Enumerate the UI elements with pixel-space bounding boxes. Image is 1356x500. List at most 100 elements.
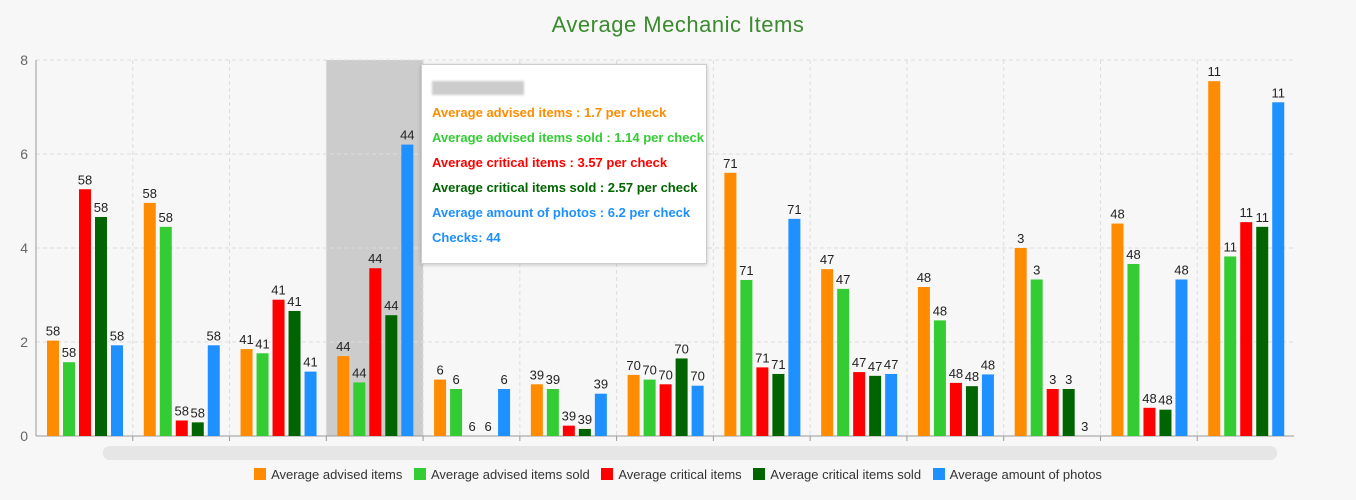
bar — [659, 384, 672, 436]
bar — [1127, 263, 1140, 436]
x-tick-label-redacted — [296, 446, 407, 460]
y-tick-label: 0 — [20, 428, 28, 444]
bar — [159, 226, 172, 436]
data-label: 6 — [436, 363, 443, 378]
data-label: 3 — [1033, 262, 1040, 277]
bar — [853, 372, 866, 436]
bar — [594, 393, 607, 436]
bar — [1111, 223, 1124, 436]
data-label: 58 — [46, 324, 60, 339]
bar — [837, 288, 850, 436]
legend-item[interactable]: Average critical items — [601, 467, 742, 482]
data-label: 58 — [207, 328, 221, 343]
bar — [434, 379, 447, 436]
tooltip-line: Average amount of photos : 6.2 per check — [432, 205, 691, 220]
y-tick-label: 6 — [20, 146, 28, 162]
data-label: 58 — [143, 186, 157, 201]
data-label: 6 — [484, 419, 491, 434]
x-tick-label-redacted — [1167, 446, 1278, 460]
data-label: 11 — [1239, 205, 1253, 220]
tooltip-checks: Checks: 44 — [432, 230, 501, 245]
data-label: 3 — [1081, 419, 1088, 434]
data-label: 70 — [674, 341, 688, 356]
bar — [1062, 389, 1075, 436]
bar — [63, 362, 75, 436]
data-label: 48 — [1158, 393, 1172, 408]
data-label: 47 — [836, 272, 850, 287]
data-label: 11 — [1255, 210, 1269, 225]
tooltip-line: Average advised items sold : 1.14 per ch… — [432, 130, 704, 145]
data-label: 47 — [852, 355, 866, 370]
legend-label: Average amount of photos — [949, 467, 1102, 482]
data-label: 11 — [1207, 64, 1221, 79]
bar — [1224, 256, 1237, 436]
y-tick-label: 8 — [20, 52, 28, 68]
bar — [143, 202, 156, 436]
data-label: 3 — [1017, 231, 1024, 246]
tooltip: Average advised items : 1.7 per check Av… — [421, 64, 707, 264]
data-label: 44 — [384, 298, 398, 313]
legend-item[interactable]: Average critical items sold — [753, 467, 921, 482]
bar — [724, 172, 737, 437]
data-label: 47 — [884, 357, 898, 372]
data-label: 58 — [191, 405, 205, 420]
bar — [353, 382, 366, 436]
bar — [385, 315, 398, 436]
x-tick-label-redacted — [683, 446, 794, 460]
bar — [917, 287, 930, 436]
bar — [401, 144, 414, 436]
bar — [1272, 102, 1285, 437]
bar — [965, 386, 978, 436]
bar — [498, 389, 511, 436]
data-label: 48 — [933, 303, 947, 318]
bar — [1256, 226, 1269, 436]
bar — [369, 268, 382, 436]
data-label: 58 — [62, 345, 76, 360]
bar — [627, 374, 640, 436]
bar — [530, 384, 543, 436]
data-label: 70 — [690, 369, 704, 384]
y-tick-label: 2 — [20, 334, 28, 350]
bar — [95, 216, 107, 436]
data-label: 41 — [239, 332, 253, 347]
legend-item[interactable]: Average amount of photos — [932, 467, 1102, 482]
bar — [1030, 279, 1043, 436]
x-tick-label-redacted — [1070, 446, 1181, 460]
bar — [1046, 389, 1059, 436]
bar — [304, 371, 317, 436]
bar — [643, 379, 656, 436]
data-label: 71 — [771, 357, 785, 372]
bar — [788, 218, 801, 436]
data-label: 39 — [594, 377, 608, 392]
legend-label: Average critical items sold — [770, 467, 922, 482]
x-tick-label-redacted — [973, 446, 1084, 460]
bar — [1208, 81, 1221, 437]
data-label: 71 — [723, 156, 737, 171]
bar — [337, 356, 350, 436]
data-label: 39 — [546, 372, 560, 387]
legend-swatch — [753, 468, 766, 480]
bar — [47, 340, 59, 436]
data-label: 58 — [110, 328, 124, 343]
bar — [111, 345, 123, 436]
bar — [240, 349, 253, 436]
legend-swatch — [932, 468, 945, 480]
tooltip-line: Average critical items sold : 2.57 per c… — [432, 180, 698, 195]
data-label: 48 — [981, 357, 995, 372]
data-label: 48 — [965, 369, 979, 384]
data-label: 47 — [868, 359, 882, 374]
data-label: 41 — [287, 294, 301, 309]
data-label: 48 — [1126, 247, 1140, 262]
data-label: 48 — [1110, 207, 1124, 222]
data-label: 39 — [530, 367, 544, 382]
bar — [1014, 248, 1027, 436]
data-label: 71 — [787, 202, 801, 217]
data-label: 6 — [500, 372, 507, 387]
legend-item[interactable]: Average advised items sold — [413, 467, 590, 482]
legend-item[interactable]: Average advised items — [254, 467, 402, 482]
x-tick-label-redacted — [102, 446, 213, 460]
x-tick-label-redacted — [489, 446, 600, 460]
x-tick-label-redacted — [876, 446, 987, 460]
data-label: 44 — [368, 251, 382, 266]
